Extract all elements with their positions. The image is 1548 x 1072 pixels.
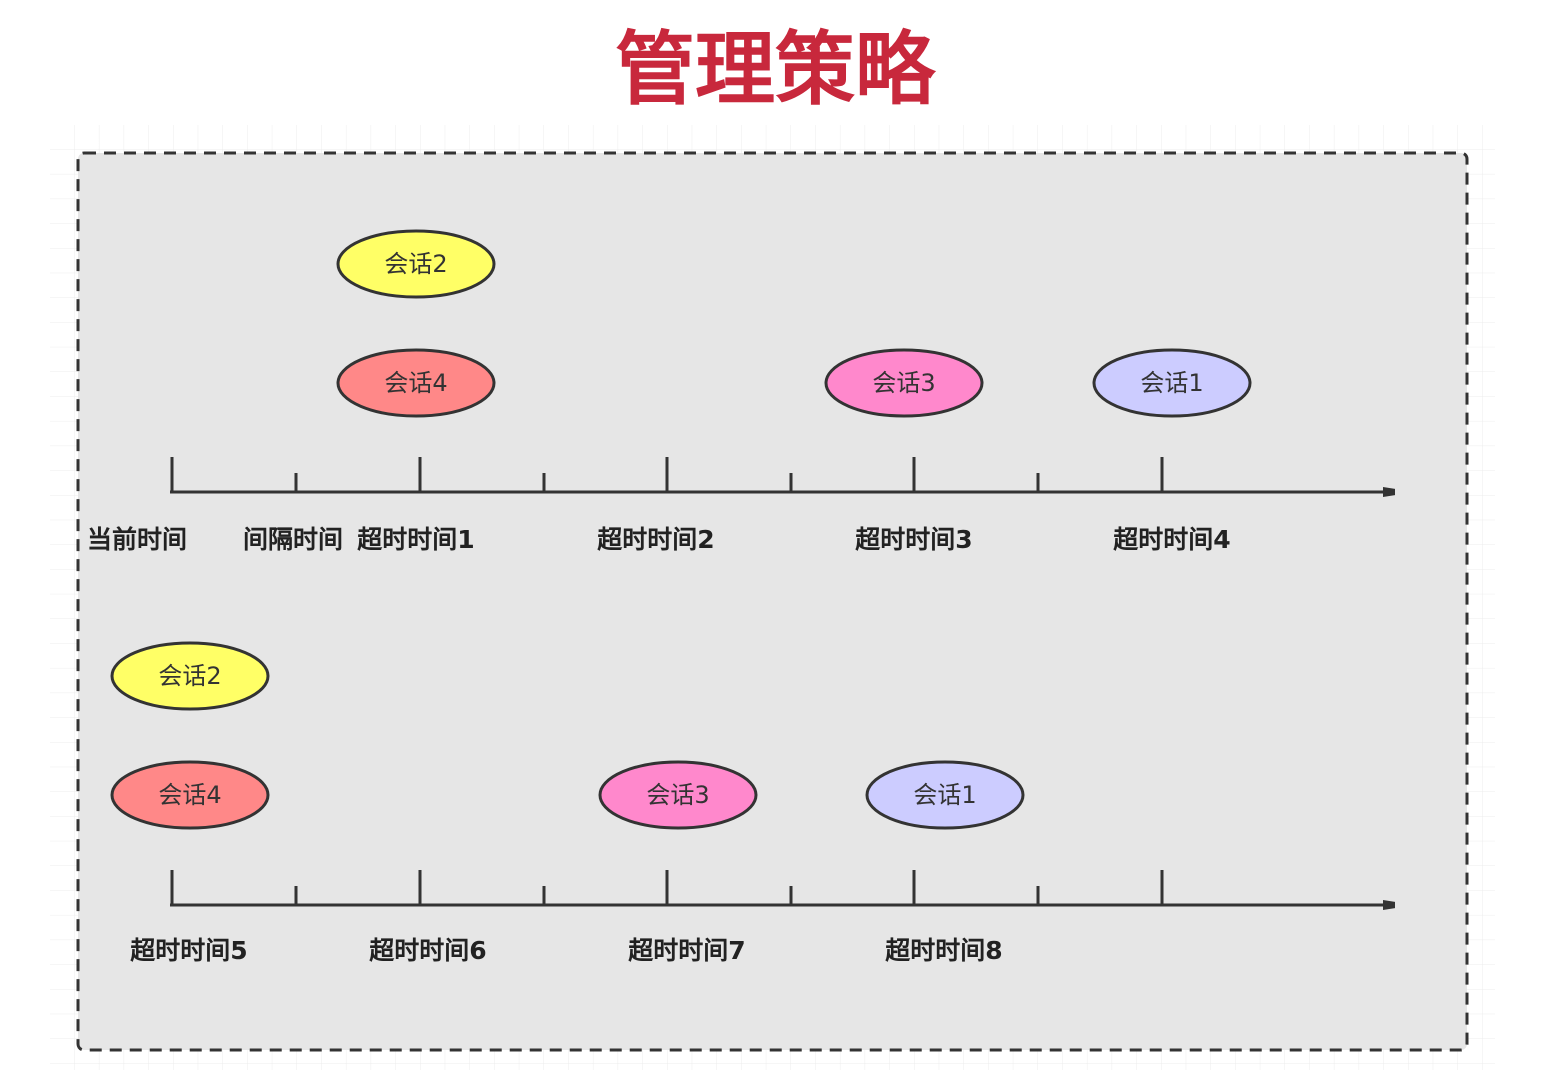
container — [76, 151, 1469, 1052]
time-label: 超时时间1 — [357, 525, 474, 554]
session — [336, 348, 496, 418]
session — [110, 641, 270, 711]
timeline: 当前时间 间隔时间 超时时间1 超时时间2 超时时间3 超时时间4 会话2 会话4 会话3 会话1 — [87, 229, 1385, 554]
session-label: 会话1 — [913, 781, 976, 809]
time-label: 超时时间2 — [597, 525, 714, 554]
session — [1092, 348, 1252, 418]
session-label: 会话2 — [158, 662, 221, 690]
time-label: 超时时间7 — [628, 936, 745, 965]
session — [110, 760, 270, 830]
title: 管理策略 — [615, 23, 937, 116]
time-label: 当前时间 — [87, 525, 187, 554]
session — [865, 760, 1025, 830]
session — [598, 760, 758, 830]
session-label: 会话3 — [872, 369, 935, 397]
timeline: 超时时间5 超时时间6 超时时间7 超时时间8 会话2 会话4 会话3 会话1 — [110, 641, 1385, 965]
session — [824, 348, 984, 418]
time-label: 超时时间8 — [885, 936, 1002, 965]
time-label: 超时时间3 — [855, 525, 972, 554]
session-label: 会话4 — [384, 369, 447, 397]
session-label: 会话4 — [158, 781, 221, 809]
session-label: 会话3 — [646, 781, 709, 809]
time-label: 超时时间4 — [1113, 525, 1230, 554]
session-label: 会话1 — [1140, 369, 1203, 397]
time-label: 间隔时间 — [243, 525, 343, 554]
session-label: 会话2 — [384, 250, 447, 278]
time-label: 超时时间5 — [130, 936, 247, 965]
time-label: 超时时间6 — [369, 936, 486, 965]
session — [336, 229, 496, 299]
